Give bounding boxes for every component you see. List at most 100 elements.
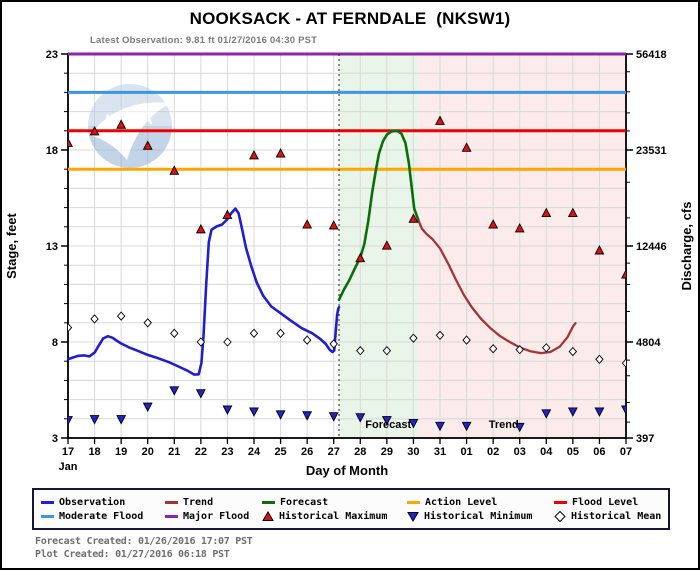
historical-maximum-marker: [68, 137, 73, 147]
region-label-forecast: Forecast: [365, 419, 411, 431]
historical-minimum-marker: [328, 412, 339, 422]
historical-mean-marker: [170, 328, 179, 339]
historical-mean-marker: [595, 354, 604, 364]
historical-minimum-marker: [116, 415, 127, 425]
x-tick-label: 23: [221, 446, 233, 458]
x-tick-label: 29: [381, 446, 393, 458]
legend-label: Action Level: [425, 496, 498, 508]
x-tick-label: 31: [434, 446, 446, 458]
x-tick-label: 04: [540, 446, 553, 458]
historical-minimum-marker: [594, 407, 605, 417]
historical-maximum-marker: [169, 165, 180, 175]
forecast-swatch: [262, 500, 275, 504]
major-flood-swatch: [165, 514, 178, 518]
historical-minimum-marker: [89, 415, 100, 425]
left-tick-label: 13: [46, 241, 58, 253]
legend-label: Flood Level: [572, 496, 639, 508]
historical-minimum-marker: [68, 416, 73, 426]
historical-maximum-marker: [222, 209, 233, 219]
historical-mean-marker: [382, 345, 392, 356]
historical-minimum-marker: [541, 409, 552, 419]
trend-swatch: [165, 500, 178, 504]
historical-mean-marker: [143, 318, 152, 328]
legend-item-action-level: Action Level: [407, 497, 554, 508]
historical-minimum-marker: [514, 422, 525, 433]
historical-maximum-marker: [195, 223, 206, 234]
legend-item-forecast: Forecast: [262, 497, 407, 508]
historical-minimum-marker: [461, 421, 472, 432]
historical-maximum-marker: [275, 148, 286, 158]
x-tick-label: 28: [354, 446, 366, 458]
x-tick-label: 05: [567, 446, 579, 458]
latest-observation-text: Latest Observation: 9.81 ft 01/27/2016 0…: [90, 35, 318, 46]
historical-minimum-swatch: [407, 511, 419, 522]
observation-line: [68, 207, 341, 376]
x-tick-label: 22: [195, 446, 207, 458]
historical-maximum-swatch: [262, 510, 274, 521]
x-tick-label: 24: [248, 446, 261, 458]
region-label-trend: Trend: [489, 419, 519, 431]
historical-mean-marker: [302, 335, 312, 345]
flood-level-swatch: [554, 500, 567, 504]
historical-mean-marker: [90, 314, 99, 324]
historical-mean-marker: [223, 337, 232, 347]
footer: Forecast Created: 01/26/2016 17:07 PST P…: [35, 536, 253, 561]
historical-maximum-marker: [142, 140, 153, 150]
legend-label: Trend: [183, 496, 214, 508]
left-tick-label: 23: [46, 49, 58, 61]
legend: Observation Trend Forecast Action Level Floo…: [32, 488, 670, 530]
x-tick-label: 06: [593, 446, 605, 458]
historical-mean-marker: [249, 328, 259, 339]
historical-mean-marker: [409, 333, 418, 343]
legend-label: Forecast: [280, 496, 329, 508]
legend-item-moderate-flood: Moderate Flood: [41, 511, 165, 522]
historical-minimum-swatch-shape: [407, 511, 419, 522]
trend-line: [417, 219, 577, 355]
x-tick-label: 01: [460, 446, 472, 458]
legend-item-trend: Trend: [165, 497, 262, 508]
x-axis-title: Day of Month: [306, 463, 388, 478]
forecast-line: [337, 129, 421, 302]
right-tick-label: 56418: [636, 49, 667, 61]
historical-mean-marker: [68, 322, 73, 333]
historical-minimum-marker: [249, 407, 259, 417]
x-tick-label: 07: [620, 446, 632, 458]
legend-label: Historical Mean: [571, 510, 662, 522]
historical-mean-marker: [462, 335, 471, 345]
historical-mean-marker: [621, 358, 626, 368]
left-tick-label: 18: [46, 145, 58, 157]
historical-maximum-marker: [116, 119, 127, 129]
historical-minimum-markers: [68, 386, 626, 433]
historical-maximum-marker: [89, 125, 100, 136]
historical-maximum-marker: [328, 220, 339, 230]
page-title: NOOKSACK - AT FERNDALE (NKSW1): [189, 9, 511, 28]
historical-minimum-marker: [567, 407, 578, 417]
historical-maximum-marker: [488, 219, 499, 229]
historical-maximum-marker: [621, 269, 626, 279]
historical-mean-swatch-shape: [554, 510, 566, 522]
x-tick-label: 19: [115, 446, 127, 458]
legend-label: Historical Minimum: [424, 510, 533, 522]
historical-minimum-marker: [408, 418, 419, 429]
historical-maximum-marker: [435, 115, 445, 125]
left-tick-label: 3: [52, 433, 58, 445]
right-tick-label: 23531: [636, 145, 667, 157]
historical-minimum-marker: [222, 405, 233, 415]
x-tick-label: 30: [407, 446, 419, 458]
historical-minimum-marker: [381, 416, 392, 426]
y-axis-title-right: Discharge, cfs: [679, 202, 694, 291]
historical-minimum-marker: [195, 389, 206, 399]
historical-mean-marker: [276, 328, 285, 339]
historical-mean-marker: [488, 344, 498, 354]
legend-item-observation: Observation: [41, 497, 165, 508]
right-tick-label: 397: [636, 433, 654, 445]
noaa-logo-text: NOAA: [105, 111, 154, 127]
action-level-swatch: [407, 500, 420, 504]
legend-label: Moderate Flood: [59, 510, 144, 522]
historical-mean-markers: [68, 311, 626, 368]
historical-mean-marker: [116, 311, 126, 321]
historical-minimum-marker: [302, 411, 313, 421]
plot-created-text: Plot Created: 01/27/2016 06:18 PST: [35, 548, 230, 560]
